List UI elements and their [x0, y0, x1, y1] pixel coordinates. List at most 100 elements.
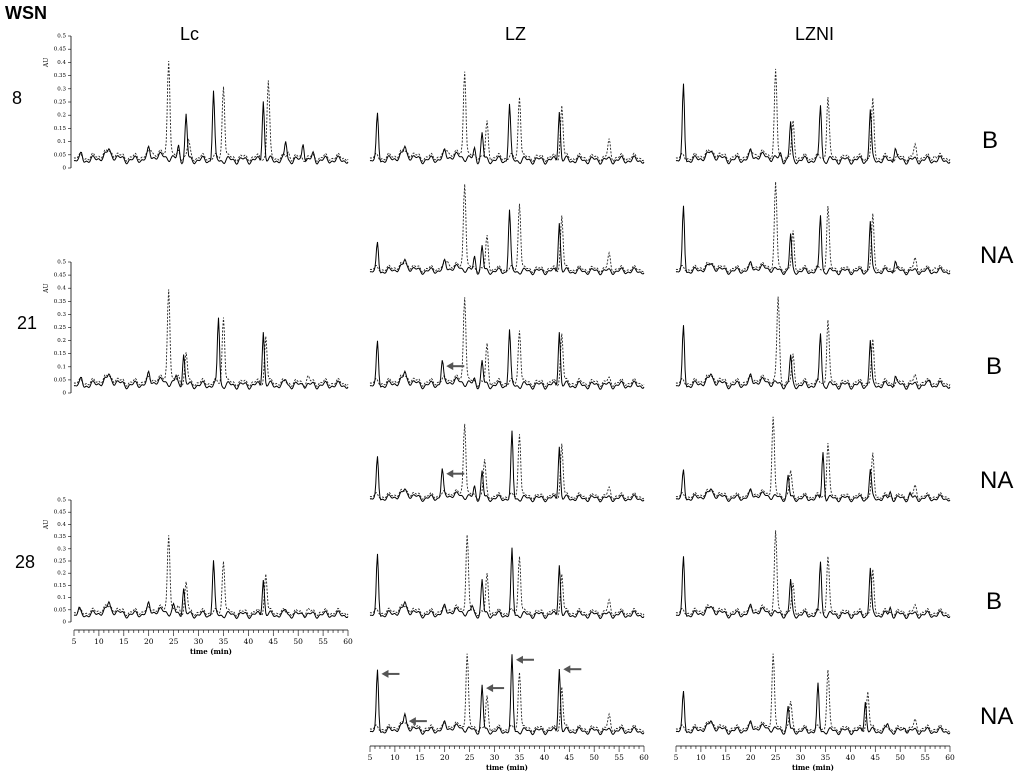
row-label-28: 28	[15, 552, 36, 572]
dashed-trace	[369, 423, 645, 501]
treatment-label-3: B	[986, 353, 1003, 380]
dashed-trace	[73, 535, 349, 617]
y-tick-label: 0.25	[54, 559, 67, 565]
solid-trace	[73, 317, 349, 390]
arrow-head	[381, 669, 389, 678]
panel-lz-21-na	[369, 423, 645, 503]
solid-trace	[369, 329, 645, 390]
y-tick-label: 0.05	[54, 377, 67, 383]
solid-trace	[675, 556, 951, 620]
x-tick-label: 20	[440, 753, 450, 762]
x-tick-label: 60	[945, 753, 955, 762]
y-axis-label: AU	[43, 58, 50, 68]
y-tick-label: 0.45	[54, 273, 67, 279]
y-tick-label: 0.35	[54, 534, 67, 540]
row-label-21: 21	[17, 313, 38, 333]
y-tick-label: 0	[63, 620, 67, 626]
y-tick-label: 0.4	[57, 522, 66, 528]
y-tick-label: 0.15	[54, 583, 67, 589]
dashed-trace	[675, 296, 951, 388]
panel-lz-28-b	[369, 534, 645, 620]
y-tick-label: 0.3	[57, 86, 66, 92]
solid-trace	[369, 547, 645, 620]
arrow-head	[563, 665, 571, 674]
x-tick-label: 60	[639, 753, 649, 762]
panel-lz-8-na	[369, 184, 645, 276]
solid-trace	[369, 209, 645, 276]
dashed-trace	[73, 60, 349, 163]
x-tick-label: 50	[589, 753, 599, 762]
x-tick-label: 5	[674, 753, 679, 762]
y-tick-label: 0.35	[54, 299, 67, 305]
y-tick-label: 0.4	[57, 286, 66, 292]
x-tick-label: 40	[244, 637, 254, 646]
y-tick-label: 0.5	[57, 34, 66, 40]
panel-lz-28-na: 5 10 15 20 25 30 35 40 45 50 55 60 time (min)	[368, 653, 649, 772]
dashed-trace	[675, 181, 951, 274]
arrow-head	[446, 469, 454, 478]
x-tick-label: 20	[144, 637, 154, 646]
x-tick-label: 25	[169, 637, 179, 646]
dashed-trace	[675, 416, 951, 501]
panel-lzni-8-na	[675, 181, 951, 276]
x-tick-label: 15	[415, 753, 425, 762]
solid-trace	[675, 325, 951, 390]
corner-label: WSN	[5, 3, 47, 23]
arrow-head	[486, 684, 494, 693]
panel-lzni-21-b	[675, 296, 951, 390]
x-axis-label: time (min)	[486, 763, 528, 772]
x-tick-label: 30	[194, 637, 204, 646]
panel-lzni-21-na	[675, 416, 951, 503]
panel-lzni-8-b	[675, 68, 951, 165]
x-tick-label: 5	[368, 753, 373, 762]
y-tick-label: 0.1	[57, 364, 66, 370]
row-label-8: 8	[12, 88, 23, 108]
dashed-trace	[73, 289, 349, 388]
y-tick-label: 0.5	[57, 498, 66, 504]
solid-trace	[675, 83, 951, 165]
panel-lz-21-b	[369, 297, 645, 390]
y-tick-label: 0.4	[57, 60, 66, 66]
y-tick-label: 0.2	[57, 113, 66, 119]
dashed-trace	[369, 653, 645, 733]
y-tick-label: 0.05	[54, 152, 67, 158]
x-tick-label: 15	[119, 637, 129, 646]
x-tick-label: 30	[490, 753, 500, 762]
x-tick-label: 45	[870, 753, 880, 762]
x-axis-label: time (min)	[792, 763, 834, 772]
x-axis-label: time (min)	[190, 647, 232, 656]
treatment-label-5: B	[986, 588, 1003, 615]
dashed-trace	[369, 184, 645, 274]
solid-trace	[369, 430, 645, 503]
panel-lc-28-b: 0 0.05 0.1 0.15 0.2 0.25 0.3 0.35 0.4 0.45 0.5 AU 5 1…	[43, 498, 353, 657]
column-label-lzni: LZNI	[795, 24, 835, 44]
x-tick-label: 10	[390, 753, 400, 762]
x-tick-label: 10	[94, 637, 104, 646]
column-label-lc: Lc	[180, 24, 200, 44]
column-label-lz: LZ	[505, 24, 527, 44]
y-tick-label: 0.25	[54, 100, 67, 106]
dashed-trace	[369, 534, 645, 617]
y-tick-label: 0.2	[57, 338, 66, 344]
treatment-label-6: NA	[980, 703, 1014, 730]
x-tick-label: 35	[515, 753, 525, 762]
arrow-head	[515, 655, 523, 664]
y-tick-label: 0.45	[54, 510, 67, 516]
y-tick-label: 0.05	[54, 607, 67, 613]
y-tick-label: 0.15	[54, 351, 67, 357]
dashed-trace	[675, 68, 951, 163]
x-tick-label: 40	[846, 753, 856, 762]
y-tick-label: 0.15	[54, 126, 67, 132]
y-tick-label: 0.2	[57, 571, 66, 577]
dashed-trace	[675, 653, 951, 733]
x-tick-label: 25	[465, 753, 475, 762]
x-tick-label: 60	[343, 637, 353, 646]
y-tick-label: 0.1	[57, 139, 66, 145]
x-tick-label: 10	[696, 753, 706, 762]
solid-trace	[675, 452, 951, 503]
x-tick-label: 5	[72, 637, 77, 646]
x-tick-label: 55	[614, 753, 624, 762]
solid-trace	[675, 205, 951, 276]
y-axis-label: AU	[43, 520, 50, 530]
